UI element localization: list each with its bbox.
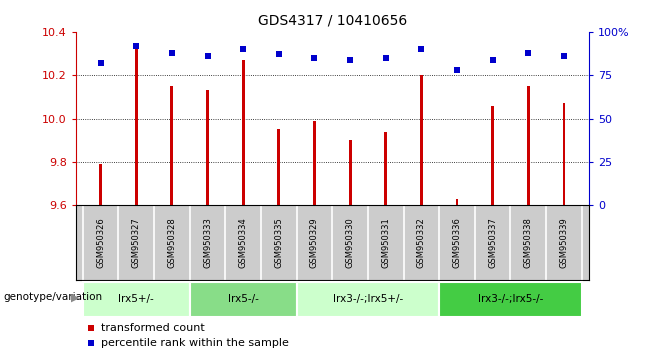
Point (131, 43, 141, 48)
Point (488, 57, 498, 62)
Point (559, 53, 569, 59)
Text: percentile rank within the sample: percentile rank within the sample (101, 338, 290, 348)
Text: GSM950333: GSM950333 (203, 217, 212, 268)
Point (95, 60, 106, 66)
Point (467, 123, 478, 129)
Text: ▶: ▶ (71, 292, 80, 302)
Text: GSM950328: GSM950328 (167, 217, 176, 268)
Text: GSM950327: GSM950327 (132, 217, 141, 268)
Text: GSM950339: GSM950339 (559, 217, 569, 268)
Text: GSM950331: GSM950331 (381, 217, 390, 268)
Text: lrx5+/-: lrx5+/- (118, 294, 154, 304)
Bar (83, 282, 190, 316)
Point (523, 50, 534, 56)
Text: GSM950335: GSM950335 (274, 217, 284, 268)
Bar (190, 282, 297, 316)
Bar (527, 86, 530, 205)
Text: GSM950338: GSM950338 (524, 217, 533, 268)
Bar (241, 60, 245, 205)
Point (345, 57, 355, 62)
Point (452, 67, 463, 73)
Bar (384, 132, 387, 205)
Text: GSM950337: GSM950337 (488, 217, 497, 268)
Text: GSM950330: GSM950330 (345, 217, 355, 268)
Point (309, 55, 320, 61)
Bar (492, 105, 494, 205)
Text: transformed count: transformed count (101, 322, 205, 332)
Bar (278, 130, 280, 205)
Text: GSM950329: GSM950329 (310, 217, 319, 268)
Point (202, 53, 213, 59)
Text: lrx3-/-;lrx5-/-: lrx3-/-;lrx5-/- (478, 294, 544, 304)
Bar (440, 282, 582, 316)
Bar (206, 90, 209, 205)
Bar (563, 103, 565, 205)
Bar (313, 121, 316, 205)
Text: GSM950334: GSM950334 (239, 217, 247, 268)
Bar (420, 75, 423, 205)
Bar (349, 140, 351, 205)
Title: GDS4317 / 10410656: GDS4317 / 10410656 (258, 14, 407, 28)
Bar (170, 86, 173, 205)
Bar (297, 282, 440, 316)
Point (274, 52, 284, 57)
Bar (99, 164, 102, 205)
Text: GSM950326: GSM950326 (96, 217, 105, 268)
Text: lrx5-/-: lrx5-/- (228, 294, 259, 304)
Point (166, 50, 177, 56)
Bar (135, 49, 138, 205)
Point (380, 55, 391, 61)
Text: genotype/variation: genotype/variation (3, 292, 103, 302)
Text: GSM950336: GSM950336 (453, 217, 461, 268)
Point (238, 46, 249, 52)
Point (467, 268, 478, 274)
Bar (455, 199, 459, 205)
Point (416, 46, 426, 52)
Text: lrx3-/-;lrx5+/-: lrx3-/-;lrx5+/- (333, 294, 403, 304)
Text: GSM950332: GSM950332 (417, 217, 426, 268)
